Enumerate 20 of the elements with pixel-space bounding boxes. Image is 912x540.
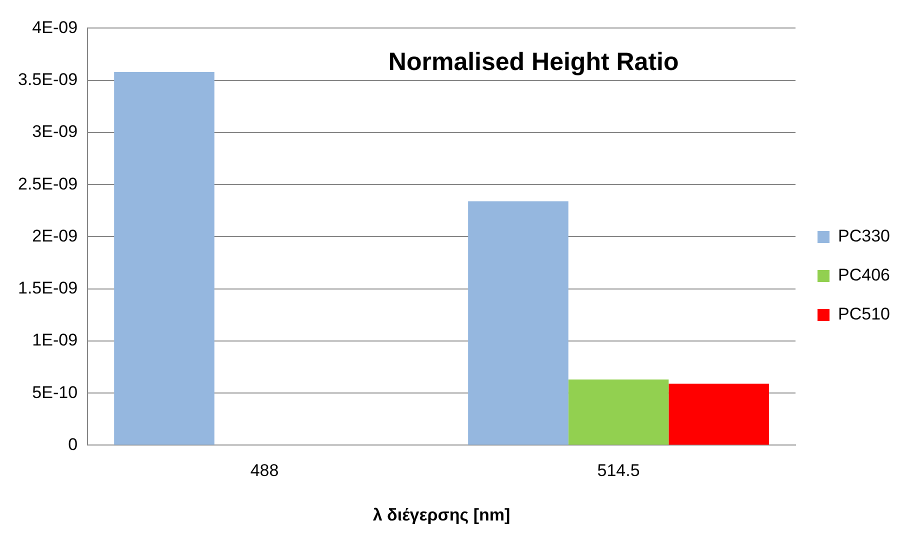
y-tick-label: 2E-09: [32, 226, 78, 246]
x-axis-title: λ διέγερσης [nm]: [372, 505, 510, 524]
y-tick-label: 2.5E-09: [18, 174, 78, 194]
x-tick-label: 514.5: [597, 461, 640, 480]
legend-label: PC330: [838, 226, 890, 246]
x-tick-label: 488: [250, 461, 279, 480]
bar: [568, 380, 669, 445]
y-tick-label: 5E-10: [32, 382, 78, 402]
y-tick-label: 4E-09: [32, 18, 78, 37]
bar: [114, 72, 214, 445]
legend-label: PC510: [838, 304, 890, 324]
y-tick-label: 1E-09: [32, 330, 78, 350]
text: Normalised Height Ratio: [388, 48, 679, 76]
y-tick-label: 3.5E-09: [18, 70, 78, 90]
y-tick-label: 3E-09: [32, 122, 78, 142]
bar: [468, 201, 568, 445]
legend-label: PC406: [838, 266, 890, 285]
bar: [668, 384, 769, 445]
y-tick-label: 1.5E-09: [18, 278, 78, 298]
y-tick-label: 0: [68, 434, 78, 454]
